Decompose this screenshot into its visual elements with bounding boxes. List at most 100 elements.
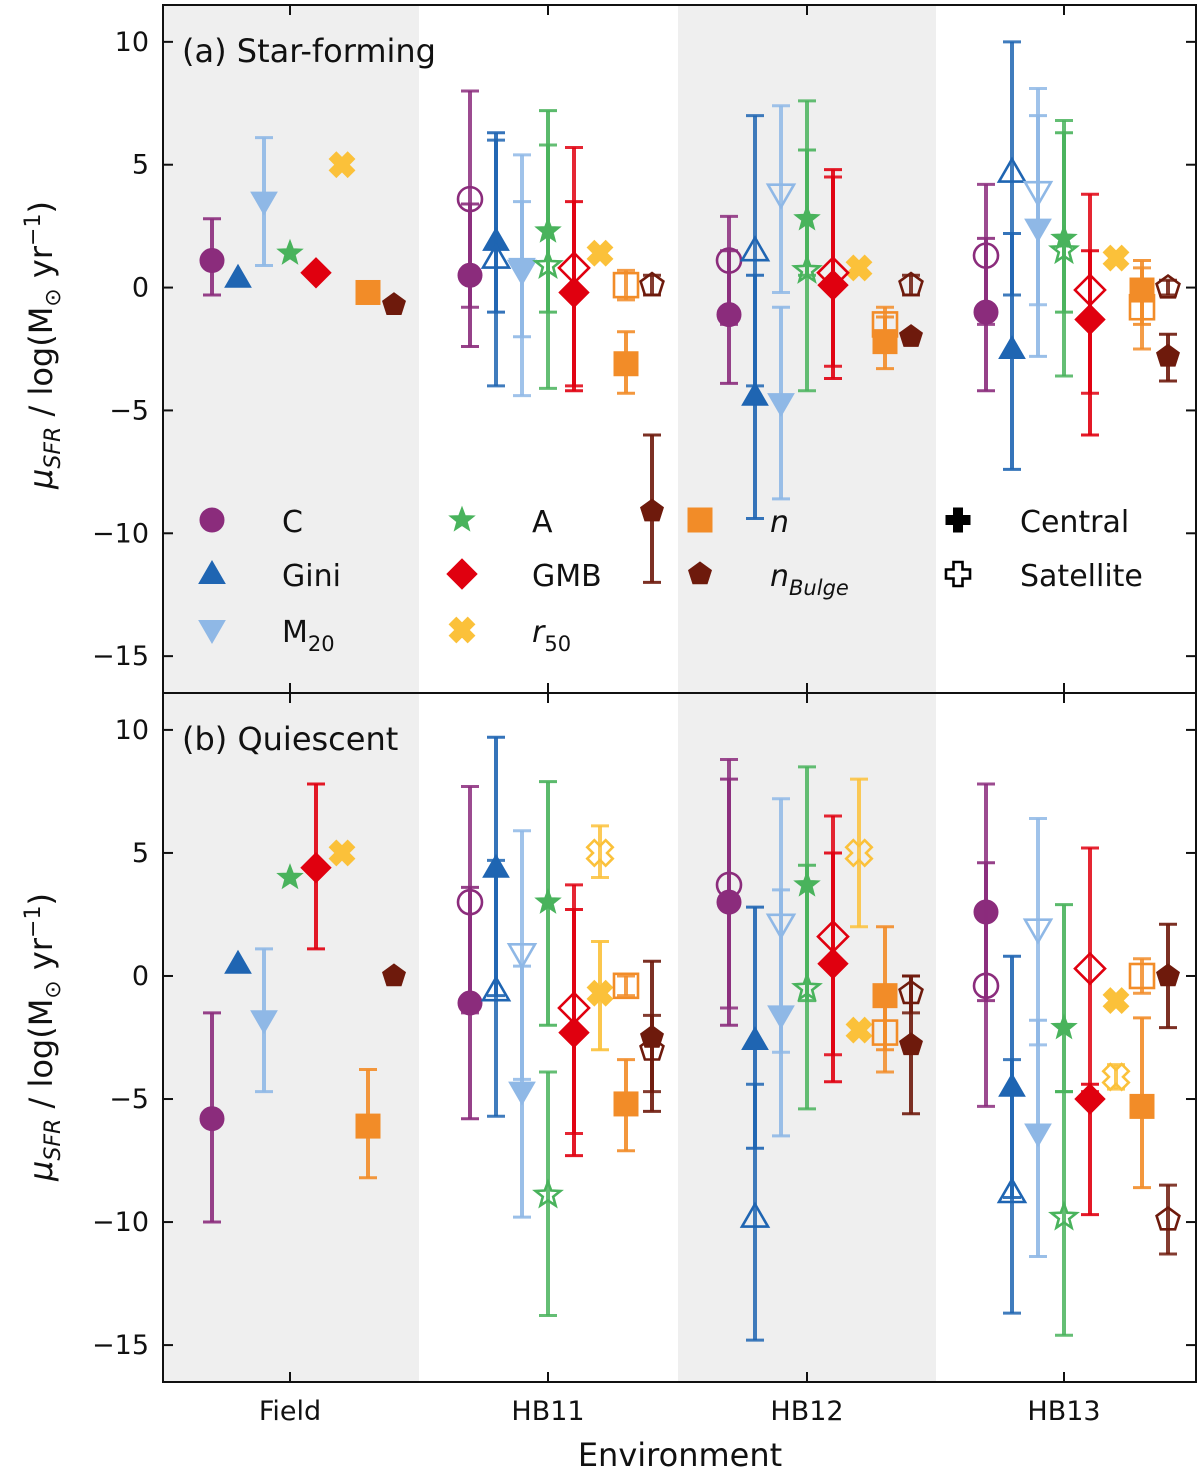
data-point-a-satellite-hb11 xyxy=(532,1070,564,1318)
a-marker xyxy=(791,971,823,1002)
gini-marker xyxy=(224,263,252,288)
y-tick-label: −5 xyxy=(109,1084,149,1115)
data-point-r50-central-hb13 xyxy=(1102,987,1130,1015)
legend-item-m20: M20 xyxy=(198,615,335,656)
r50-marker xyxy=(1102,244,1130,272)
y-tick-label: 0 xyxy=(132,273,149,304)
c-marker xyxy=(716,889,742,915)
r50-marker xyxy=(586,979,614,1007)
nbulge-marker xyxy=(1155,273,1181,299)
data-point-n-central-hb11 xyxy=(613,1058,639,1153)
gmb-marker xyxy=(558,276,590,309)
y-tick-label: −15 xyxy=(92,1330,149,1361)
data-point-gmb-central-hb13 xyxy=(1074,249,1106,437)
legend-item-n: n xyxy=(687,505,789,540)
n-marker xyxy=(613,1091,639,1117)
legend-item-central: Central xyxy=(945,505,1129,540)
m20-marker xyxy=(767,1005,795,1030)
panel-a-title: (a) Star-forming xyxy=(182,32,436,70)
data-point-n-satellite-hb13 xyxy=(1128,957,1156,995)
legend-n-icon xyxy=(687,507,713,533)
data-point-nbulge-central-hb11 xyxy=(640,433,664,584)
legend-item-satellite: Satellite xyxy=(944,559,1143,594)
y-tick-label: 5 xyxy=(132,838,149,869)
svg-text:μSFR / log(M⊙ yr−1): μSFR / log(M⊙ yr−1) xyxy=(21,201,66,490)
gini-marker xyxy=(739,1201,771,1228)
data-point-n-central-hb13 xyxy=(1129,1016,1155,1190)
data-point-gmb-central-hb12 xyxy=(817,851,849,1084)
data-point-a-satellite-hb13 xyxy=(1048,1090,1080,1337)
legend-label-n: n xyxy=(770,505,789,540)
data-point-m20-central-hb12 xyxy=(767,888,795,1138)
legend-label-r50: r50 xyxy=(532,615,571,656)
data-point-gini-central-hb13 xyxy=(998,232,1026,471)
gini-marker xyxy=(996,156,1028,183)
legend-nbulge-icon xyxy=(688,561,712,585)
gini-marker xyxy=(480,975,512,1002)
nbulge-marker xyxy=(1156,343,1180,367)
gmb-marker xyxy=(1074,303,1106,336)
gmb-marker xyxy=(1073,951,1107,986)
legend-label-c: C xyxy=(282,505,303,540)
gini-marker xyxy=(224,949,252,974)
y-tick-label: −15 xyxy=(92,641,149,672)
data-point-n-central-field xyxy=(355,279,381,305)
data-point-n-central-hb11 xyxy=(613,330,639,395)
gini-marker xyxy=(741,381,769,406)
gmb-marker xyxy=(557,251,591,285)
y-tick-label: −10 xyxy=(92,1207,149,1238)
data-point-m20-central-hb13 xyxy=(1024,114,1052,358)
a-marker xyxy=(532,248,564,279)
y-tick-label: 10 xyxy=(115,715,149,746)
data-point-r50-satellite-hb12 xyxy=(844,777,874,929)
data-point-gmb-satellite-hb13 xyxy=(1073,846,1107,1094)
data-point-gini-satellite-hb11 xyxy=(480,858,512,1118)
a-marker xyxy=(532,1178,564,1209)
legend-m20-icon xyxy=(198,620,226,644)
x-tick-label-hb11: HB11 xyxy=(511,1396,584,1427)
data-point-m20-central-field xyxy=(250,136,278,267)
data-point-nbulge-central-hb11 xyxy=(640,959,664,1113)
r50-marker xyxy=(1101,1062,1131,1092)
data-point-m20-central-hb11 xyxy=(508,964,536,1219)
data-point-a-central-field xyxy=(276,863,304,890)
data-point-n-satellite-hb11 xyxy=(612,268,640,302)
a-marker xyxy=(1048,233,1080,265)
nbulge-marker xyxy=(898,271,924,297)
m20-marker xyxy=(767,393,795,418)
data-point-nbulge-satellite-hb13 xyxy=(1155,1183,1181,1256)
data-point-m20-satellite-hb13 xyxy=(1022,816,1054,1047)
panel-b-title: (b) Quiescent xyxy=(182,720,398,758)
x-tick-label-field: Field xyxy=(259,1396,321,1427)
m20-marker xyxy=(250,191,278,216)
m20-marker xyxy=(1024,218,1052,243)
gmb-marker xyxy=(817,947,849,980)
data-point-n-satellite-hb12 xyxy=(871,996,899,1074)
data-point-a-central-hb11 xyxy=(534,780,562,1027)
gmb-marker xyxy=(300,851,332,884)
shaded-band-field xyxy=(163,693,419,1382)
gmb-marker xyxy=(557,991,591,1025)
nbulge-marker xyxy=(382,963,406,987)
r50-marker xyxy=(586,239,614,267)
r50-marker xyxy=(328,151,356,179)
data-point-a-satellite-hb12 xyxy=(791,99,823,393)
data-point-r50-central-hb12 xyxy=(845,1016,873,1044)
data-point-gmb-central-hb13 xyxy=(1074,1082,1106,1217)
legend-r50-icon xyxy=(448,616,476,644)
y-axis-label-b: μSFR / log(M⊙ yr−1) xyxy=(21,893,66,1182)
legend-label-central: Central xyxy=(1020,505,1129,540)
a-marker xyxy=(276,863,304,890)
data-point-nbulge-central-hb12 xyxy=(899,974,923,1116)
data-point-m20-central-hb12 xyxy=(767,305,795,501)
n-marker xyxy=(1128,962,1156,990)
gmb-marker xyxy=(558,1016,590,1049)
data-point-r50-central-hb11 xyxy=(586,239,614,267)
data-point-gini-central-field xyxy=(224,949,252,974)
a-marker xyxy=(1048,1200,1080,1231)
data-point-gini-central-hb12 xyxy=(741,273,769,521)
data-point-r50-central-field xyxy=(328,151,356,179)
n-marker xyxy=(612,972,640,1000)
m20-marker xyxy=(1024,1123,1052,1148)
legend-item-a: A xyxy=(448,505,553,540)
